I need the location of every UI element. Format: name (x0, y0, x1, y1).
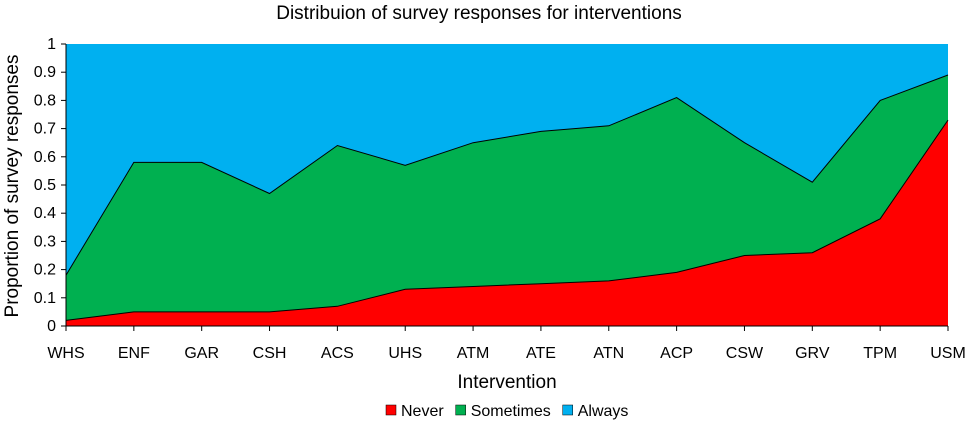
y-tick-label: 0.7 (34, 121, 56, 138)
y-tick-label: 0.1 (34, 290, 56, 307)
x-tick-label: ACP (660, 345, 693, 362)
y-tick-label: 0.8 (34, 92, 56, 109)
y-tick-label: 0.9 (34, 64, 56, 81)
y-tick-label: 0.4 (34, 205, 56, 222)
legend-swatch-sometimes (455, 404, 466, 416)
y-tick-label: 0.6 (34, 149, 56, 166)
boundary-line-sometimes (65, 74, 949, 276)
legend-label-always: Always (578, 403, 629, 420)
legend-label-never: Never (401, 403, 444, 420)
legend-label-sometimes: Sometimes (471, 403, 551, 420)
y-tick-label: 0 (47, 318, 56, 335)
chart-title: Distribuion of survey responses for inte… (276, 3, 682, 24)
area-never (66, 120, 948, 326)
y-tick-label: 0.2 (34, 262, 56, 279)
x-tick-label: UHS (388, 345, 422, 362)
x-tick-label: USM (930, 345, 966, 362)
x-tick-label: ATE (526, 345, 556, 362)
y-tick-label: 0.3 (34, 233, 56, 250)
x-tick-label: TPM (863, 345, 897, 362)
legend: Never Sometimes Always (385, 403, 629, 420)
x-tick-label: CSH (253, 345, 287, 362)
x-tick-label: CSW (726, 345, 764, 362)
legend-swatch-never (385, 404, 397, 416)
legend-swatch-always (562, 404, 573, 416)
y-tick-labels: 0 0.1 0.2 0.3 0.4 0.5 0.6 0.7 0.8 0.9 1 (34, 36, 66, 335)
y-tick-label: 0.5 (34, 177, 56, 194)
area-sometimes (66, 75, 948, 321)
areas-layer (65, 44, 949, 326)
area-always (66, 44, 948, 276)
x-tick-label: GRV (795, 345, 830, 362)
x-tick-label: GAR (184, 345, 219, 362)
x-tick-label: ATN (593, 345, 624, 362)
x-tick-labels: WHS ENF GAR CSH ACS UHS ATM ATE ATN ACP CSW GRV TPM U… (47, 326, 966, 362)
x-tick-label: ATM (457, 345, 490, 362)
x-tick-label: ACS (321, 345, 354, 362)
boundary-line-never (65, 119, 949, 321)
y-tick-label: 1 (47, 36, 56, 53)
x-tick-label: WHS (47, 345, 84, 362)
y-axis-label: Proportion of survey responses (2, 55, 23, 318)
x-axis-label: Intervention (457, 372, 556, 393)
x-tick-label: ENF (118, 345, 150, 362)
